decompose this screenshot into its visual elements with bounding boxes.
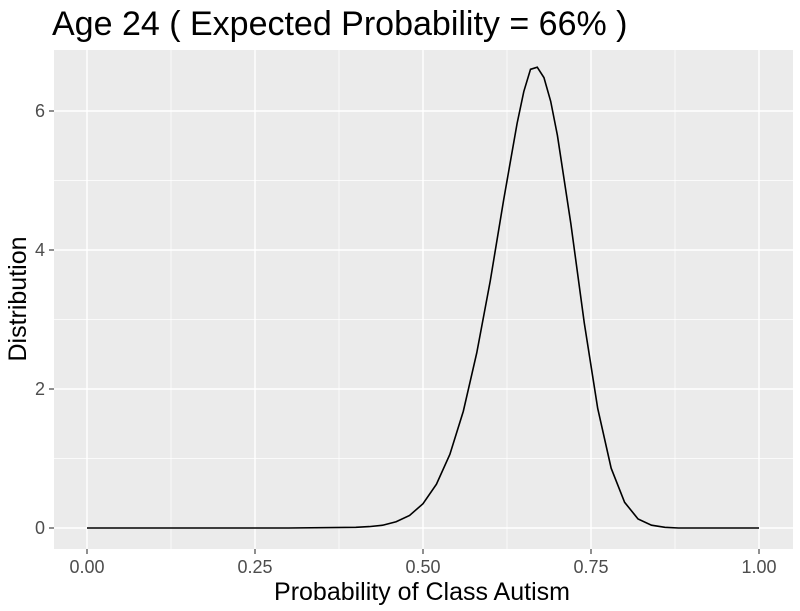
x-axis: 0.00 0.25 0.50 0.75 1.00 [69,549,777,577]
y-tick-label: 4 [35,240,45,260]
y-tick-label: 0 [35,518,45,538]
x-tick-label: 1.00 [741,557,776,577]
series-line [87,66,759,529]
x-tick-label: 0.75 [573,557,608,577]
grid-major [54,50,793,549]
chart-title: Age 24 ( Expected Probability = 66% ) [52,5,628,43]
y-axis-title: Distribution [4,236,32,361]
x-tick-label: 0.25 [237,557,272,577]
x-axis-title: Probability of Class Autism [274,578,570,606]
x-tick-label: 0.50 [405,557,440,577]
y-tick-label: 6 [35,101,45,121]
x-tick-label: 0.00 [69,557,104,577]
y-axis: 0 2 4 6 [35,101,54,538]
y-tick-label: 2 [35,379,45,399]
